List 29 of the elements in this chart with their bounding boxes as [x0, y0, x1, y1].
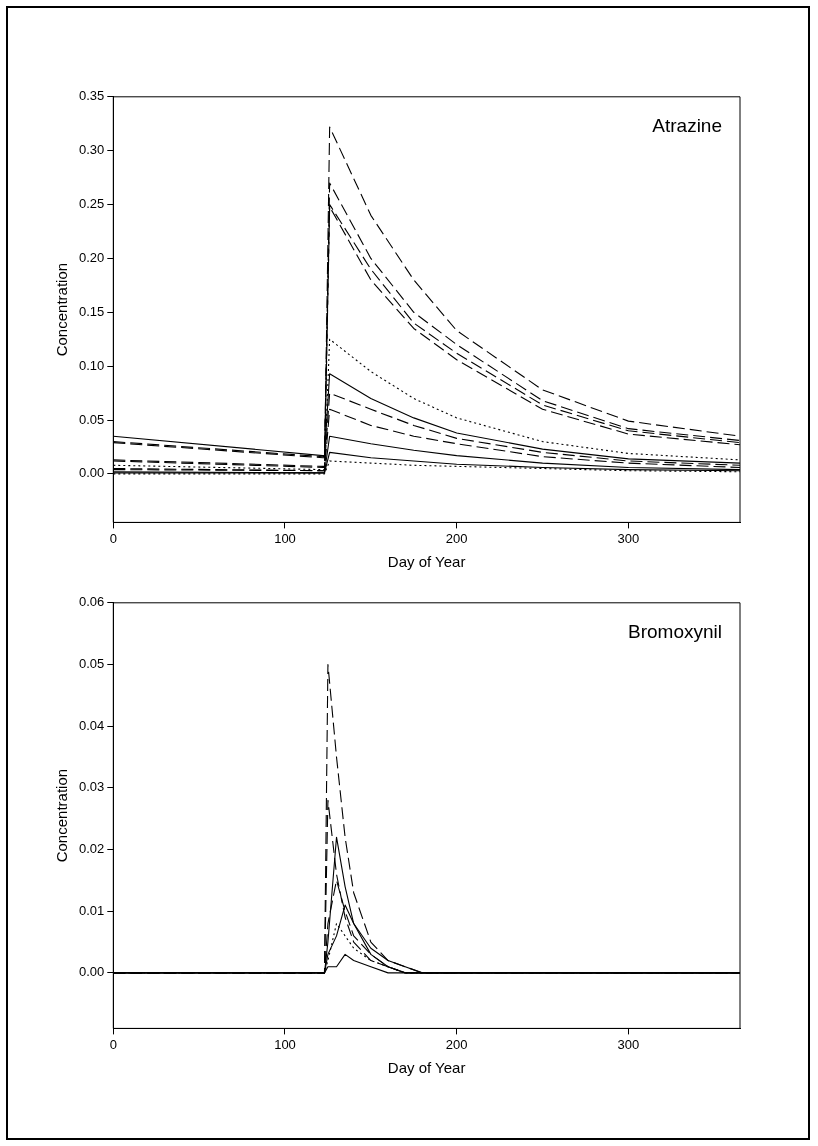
text: Bromoxynil — [628, 620, 722, 642]
x-tick-label: 0 — [109, 530, 117, 546]
y-tick-label: 0.05 — [78, 411, 105, 427]
x-tick-label: 200 — [445, 530, 468, 546]
y-tick-label: 0.00 — [78, 964, 105, 980]
y-tick-label: 0.20 — [78, 250, 105, 265]
text: Atrazine — [652, 114, 722, 136]
y-axis-title: Concentration — [53, 768, 71, 863]
x-tick-label: 300 — [617, 530, 640, 546]
y-tick-label: 0.04 — [78, 717, 105, 733]
x-tick-label: 0 — [109, 1036, 117, 1052]
y-tick-label: 0.03 — [78, 779, 105, 795]
x-tick-label: 100 — [274, 530, 296, 546]
x-axis-title: Day of Year — [387, 553, 466, 571]
y-tick-label: 0.00 — [78, 465, 105, 481]
y-tick-label: 0.30 — [78, 142, 105, 158]
y-axis-title: Concentration — [53, 262, 71, 357]
x-axis-title: Day of Year — [387, 1059, 466, 1077]
y-tick-label: 0.02 — [78, 841, 105, 857]
y-tick-label: 0.06 — [78, 594, 105, 610]
y-tick-label: 0.10 — [78, 357, 105, 373]
x-tick-label: 300 — [617, 1036, 640, 1052]
y-tick-label: 0.15 — [78, 303, 105, 319]
x-tick-label: 200 — [445, 1036, 468, 1052]
y-tick-label: 0.35 — [78, 88, 105, 104]
y-tick-label: 0.05 — [78, 656, 105, 672]
y-tick-label: 0.01 — [78, 902, 105, 918]
x-tick-label: 100 — [274, 1036, 296, 1052]
y-tick-label: 0.25 — [78, 196, 105, 212]
